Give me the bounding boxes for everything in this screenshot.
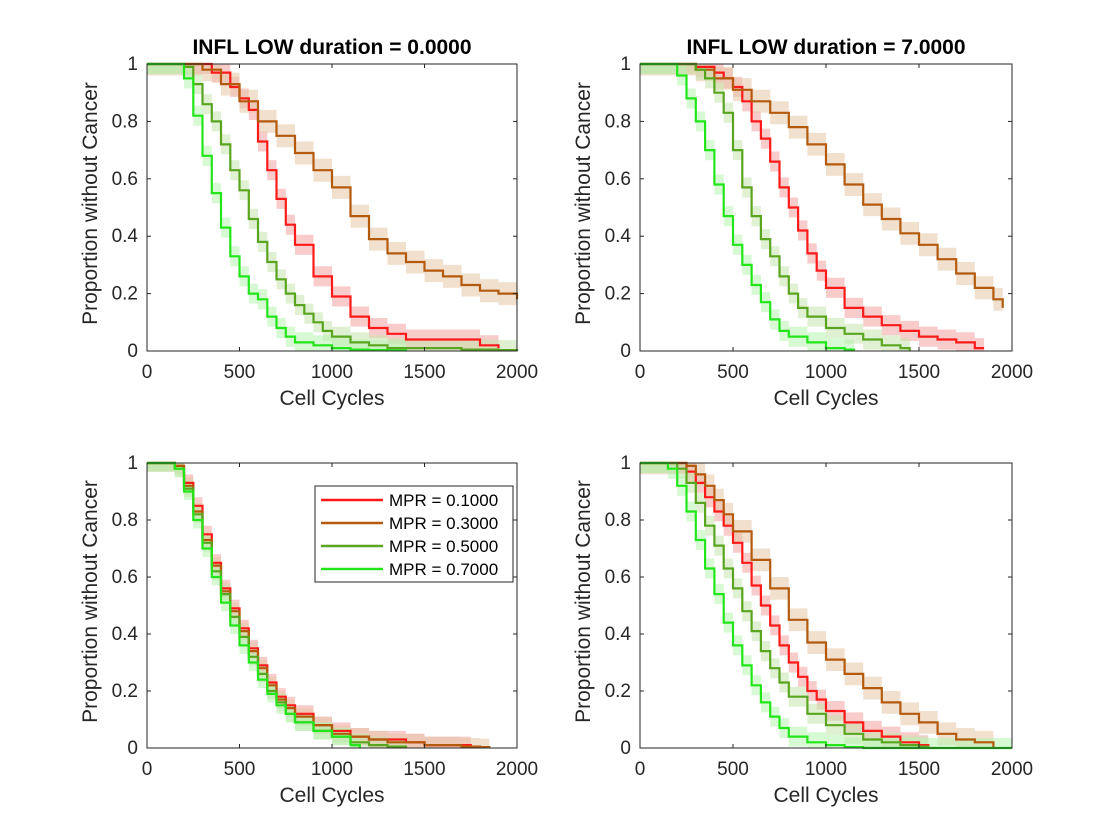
series-2-line bbox=[640, 62, 1004, 308]
series-4-line bbox=[147, 461, 361, 748]
y-tick-label: 0.2 bbox=[605, 284, 631, 305]
y-tick-label: 0.6 bbox=[112, 567, 138, 588]
x-tick-label: 1000 bbox=[805, 759, 847, 780]
x-tick-label: 0 bbox=[142, 759, 153, 780]
series-2-line bbox=[640, 461, 995, 748]
chart-title: INFL LOW duration = 0.0000 bbox=[192, 36, 471, 59]
y-tick-label: 0.8 bbox=[112, 510, 138, 531]
y-axis-label: Proportion without Cancer bbox=[572, 82, 595, 325]
series-4-band bbox=[640, 463, 1012, 748]
y-tick-label: 0.4 bbox=[112, 226, 139, 247]
legend-entry-label: MPR = 0.3000 bbox=[389, 514, 498, 533]
y-tick-label: 1 bbox=[620, 453, 631, 474]
series-4-line bbox=[147, 62, 408, 352]
series-4-line bbox=[640, 62, 855, 351]
x-tick-label: 500 bbox=[224, 759, 256, 780]
x-tick-label: 2000 bbox=[991, 362, 1033, 383]
y-tick-label: 1 bbox=[620, 54, 631, 75]
legend-entry-label: MPR = 0.5000 bbox=[389, 537, 498, 556]
x-tick-label: 1500 bbox=[403, 362, 445, 383]
x-axis-label: Cell Cycles bbox=[773, 784, 878, 807]
x-tick-label: 1500 bbox=[898, 362, 940, 383]
x-tick-label: 0 bbox=[635, 759, 646, 780]
x-tick-label: 0 bbox=[635, 362, 646, 383]
x-tick-label: 1000 bbox=[311, 759, 353, 780]
y-tick-label: 0.4 bbox=[605, 226, 632, 247]
x-tick-label: 500 bbox=[717, 362, 749, 383]
legend-entry-label: MPR = 0.7000 bbox=[389, 560, 498, 579]
series-group bbox=[640, 461, 1012, 750]
x-tick-label: 500 bbox=[224, 362, 256, 383]
x-tick-label: 1000 bbox=[805, 362, 847, 383]
y-tick-label: 0.4 bbox=[112, 624, 139, 645]
x-axis-label: Cell Cycles bbox=[279, 387, 384, 410]
series-3-band bbox=[640, 463, 929, 748]
series-group bbox=[147, 461, 491, 749]
y-tick-label: 1 bbox=[127, 453, 138, 474]
y-tick-label: 0.2 bbox=[112, 681, 138, 702]
x-axis-label: Cell Cycles bbox=[773, 387, 878, 410]
y-axis-label: Proportion without Cancer bbox=[79, 480, 102, 723]
subplot-2: 0 500 1000 1500 2000 0 0.2 0.4 0.6 0.8 1 Cell Cycle… bbox=[572, 36, 1033, 410]
y-tick-label: 0 bbox=[127, 341, 138, 362]
x-tick-label: 2000 bbox=[496, 759, 538, 780]
y-axis-label: Proportion without Cancer bbox=[79, 82, 102, 325]
series-group bbox=[640, 62, 1004, 351]
y-tick-label: 0.6 bbox=[112, 169, 138, 190]
x-tick-label: 500 bbox=[717, 759, 749, 780]
y-tick-label: 0.6 bbox=[605, 169, 631, 190]
series-1-line bbox=[147, 62, 500, 349]
legend-box bbox=[314, 485, 514, 583]
y-tick-label: 0 bbox=[620, 341, 631, 362]
y-tick-label: 0.2 bbox=[112, 284, 138, 305]
x-tick-label: 1000 bbox=[311, 362, 353, 383]
chart-title: INFL LOW duration = 7.0000 bbox=[686, 36, 965, 59]
series-2-line bbox=[147, 62, 519, 300]
x-tick-label: 1500 bbox=[898, 759, 940, 780]
x-tick-label: 2000 bbox=[991, 759, 1033, 780]
y-tick-label: 0 bbox=[620, 738, 631, 759]
y-tick-label: 0.8 bbox=[605, 111, 631, 132]
series-4-line bbox=[640, 461, 1012, 750]
y-tick-label: 1 bbox=[127, 54, 138, 75]
y-tick-label: 0.6 bbox=[605, 567, 631, 588]
x-tick-label: 1500 bbox=[403, 759, 445, 780]
legend-entry-label: MPR = 0.1000 bbox=[389, 491, 498, 510]
legend: MPR = 0.1000 MPR = 0.3000 MPR = 0.5000 MPR … bbox=[314, 485, 514, 583]
x-tick-label: 2000 bbox=[496, 362, 538, 383]
series-3-line bbox=[640, 62, 911, 351]
series-1-line bbox=[640, 461, 930, 748]
y-tick-label: 0.8 bbox=[605, 510, 631, 531]
y-tick-label: 0.8 bbox=[112, 111, 138, 132]
series-3-line bbox=[147, 62, 519, 352]
series-3-line bbox=[640, 461, 930, 748]
x-axis-label: Cell Cycles bbox=[279, 784, 384, 807]
y-tick-label: 0.2 bbox=[605, 681, 631, 702]
subplot-3: 0 500 1000 1500 2000 0 0.2 0.4 0.6 0.8 1 Cell Cycle… bbox=[79, 453, 538, 807]
y-tick-label: 0.4 bbox=[605, 624, 632, 645]
x-tick-label: 0 bbox=[142, 362, 153, 383]
series-group bbox=[147, 62, 519, 352]
y-tick-label: 0 bbox=[127, 738, 138, 759]
subplot-4: 0 500 1000 1500 2000 0 0.2 0.4 0.6 0.8 1 Cell Cycle… bbox=[572, 453, 1033, 807]
subplot-1: 0 500 1000 1500 2000 0 0.2 0.4 0.6 0.8 1 Cell Cycle… bbox=[79, 36, 538, 410]
y-axis-label: Proportion without Cancer bbox=[572, 480, 595, 723]
